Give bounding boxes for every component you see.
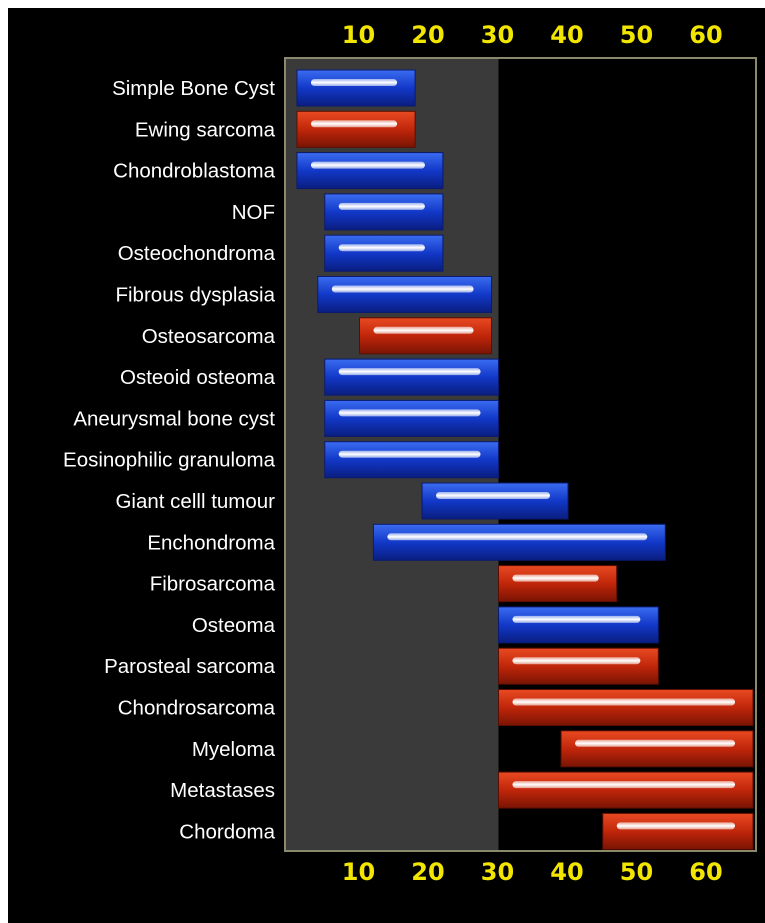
bar-parosteal-sarcoma (498, 647, 659, 685)
bar-highlight (512, 657, 641, 665)
bar-body (498, 647, 659, 685)
bar-body (372, 523, 666, 561)
bar-highlight (310, 120, 398, 128)
category-label: Parosteal sarcoma (104, 655, 276, 678)
bar-eosinophilic-granuloma (324, 441, 499, 479)
bar-highlight (338, 409, 481, 417)
bar-highlight (512, 781, 735, 789)
bar-highlight (512, 615, 641, 623)
category-label: Osteoid osteoma (120, 366, 276, 389)
bar-body (498, 689, 754, 726)
bar-highlight (436, 492, 550, 499)
x-tick-label-top: 30 (481, 21, 514, 49)
bar-chondrosarcoma (498, 689, 754, 726)
x-tick-label-bottom: 50 (620, 858, 653, 886)
bar-highlight (310, 79, 398, 86)
bar-highlight (512, 574, 599, 582)
category-label: Chondrosarcoma (118, 697, 276, 720)
x-tick-label-bottom: 60 (689, 858, 722, 886)
category-label: Osteosarcoma (142, 325, 276, 348)
bar-osteoma (498, 606, 659, 644)
bar-fibrous-dysplasia (317, 276, 493, 313)
bar-chordoma (602, 812, 754, 850)
category-label: NOF (232, 201, 275, 224)
category-label: Metastases (170, 779, 275, 802)
x-tick-label-bottom: 40 (550, 858, 583, 886)
category-label: Osteoma (192, 614, 276, 637)
bar-body (324, 193, 444, 231)
bar-highlight (338, 450, 481, 458)
x-tick-label-top: 10 (342, 21, 375, 49)
category-label: Giant celll tumour (115, 490, 275, 513)
bar-osteosarcoma (359, 317, 493, 355)
bar-body (296, 69, 416, 107)
bar-body (498, 606, 659, 644)
bar-body (602, 812, 754, 850)
bar-chondroblastoma (296, 152, 444, 190)
bar-highlight (512, 698, 735, 706)
bar-highlight (338, 202, 425, 210)
bar-body (498, 771, 754, 809)
bar-highlight (387, 533, 648, 541)
x-tick-label-top: 20 (411, 21, 444, 49)
category-label: Ewing sarcoma (135, 118, 276, 141)
bar-highlight (331, 285, 474, 293)
bar-body (324, 234, 444, 272)
bar-body (317, 276, 493, 313)
bar-highlight (373, 326, 474, 334)
bar-body (560, 730, 754, 768)
bar-aneurysmal-bone-cyst (324, 399, 499, 437)
x-tick-label-bottom: 10 (342, 858, 375, 886)
bar-highlight (616, 822, 735, 830)
bar-giant-celll-tumour (421, 482, 569, 520)
category-label: Enchondroma (147, 531, 275, 554)
bar-enchondroma (372, 523, 666, 561)
bar-osteoid-osteoma (324, 358, 499, 396)
x-tick-label-top: 60 (689, 21, 722, 49)
bar-metastases (498, 771, 754, 809)
category-label: Myeloma (192, 738, 276, 761)
category-label: Eosinophilic granuloma (63, 449, 276, 472)
bar-body (296, 110, 416, 148)
bar-body (421, 482, 569, 520)
bar-highlight (338, 368, 481, 376)
bar-highlight (575, 739, 735, 747)
bar-body (324, 358, 499, 396)
category-label: Fibrosarcoma (150, 573, 276, 596)
bar-body (296, 152, 444, 190)
category-label: Simple Bone Cyst (112, 77, 275, 100)
bar-ewing-sarcoma (296, 110, 416, 148)
bar-fibrosarcoma (498, 565, 618, 603)
bar-body (324, 399, 499, 437)
bar-body (359, 317, 493, 355)
bar-highlight (310, 161, 425, 169)
x-tick-label-bottom: 20 (411, 858, 444, 886)
x-tick-label-bottom: 30 (481, 858, 514, 886)
bar-myeloma (560, 730, 754, 768)
category-label: Chondroblastoma (113, 160, 275, 183)
bar-osteochondroma (324, 234, 444, 272)
bar-body (324, 441, 499, 479)
bar-highlight (338, 244, 425, 252)
category-label: Fibrous dysplasia (115, 284, 275, 307)
bar-simple-bone-cyst (296, 69, 416, 107)
bar-nof (324, 193, 444, 231)
bar-body (498, 565, 618, 603)
category-label: Aneurysmal bone cyst (73, 407, 275, 430)
category-label: Osteochondroma (118, 242, 276, 265)
category-label: Chordoma (179, 820, 275, 843)
x-tick-label-top: 40 (550, 21, 583, 49)
x-tick-label-top: 50 (620, 21, 653, 49)
